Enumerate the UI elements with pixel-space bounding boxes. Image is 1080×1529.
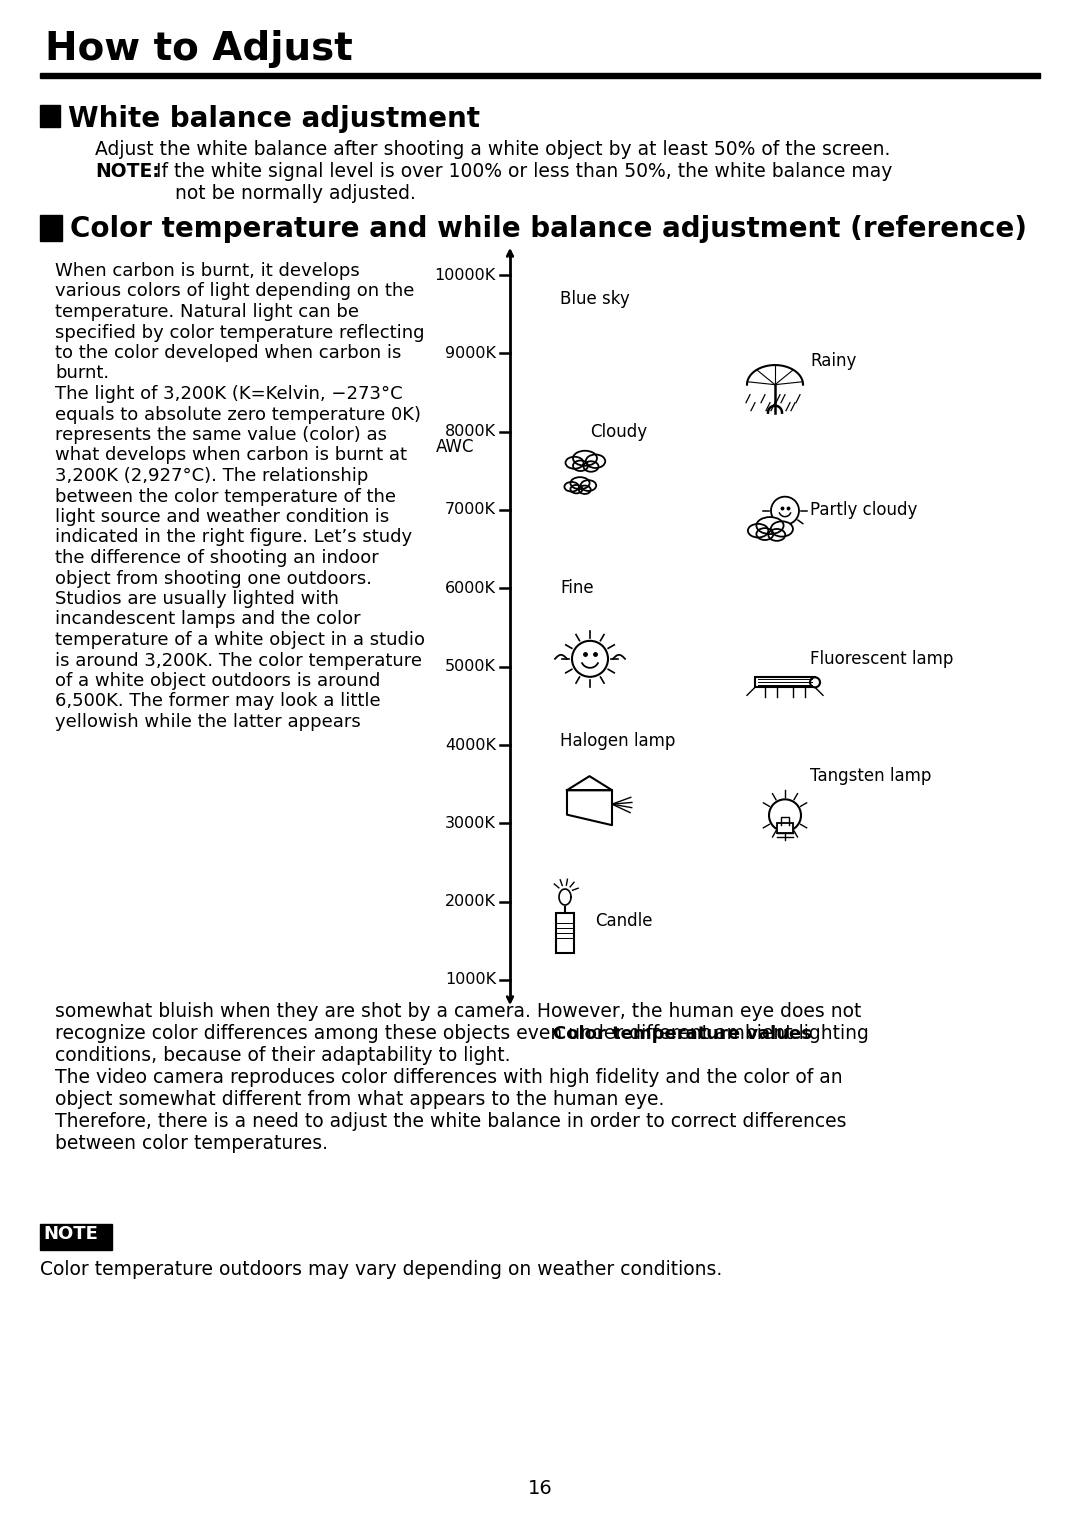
- Text: Blue sky: Blue sky: [561, 289, 630, 307]
- Text: Partly cloudy: Partly cloudy: [810, 502, 917, 518]
- Text: Fluorescent lamp: Fluorescent lamp: [810, 650, 954, 668]
- Circle shape: [572, 641, 608, 677]
- Text: is around 3,200K. The color temperature: is around 3,200K. The color temperature: [55, 651, 422, 670]
- Ellipse shape: [565, 482, 579, 491]
- Text: 8000K: 8000K: [445, 424, 496, 439]
- Text: 3,200K (2,927°C). The relationship: 3,200K (2,927°C). The relationship: [55, 466, 368, 485]
- Text: If the white signal level is over 100% or less than 50%, the white balance may: If the white signal level is over 100% o…: [150, 162, 892, 180]
- Text: yellowish while the latter appears: yellowish while the latter appears: [55, 713, 361, 731]
- Text: Color temperature outdoors may vary depending on weather conditions.: Color temperature outdoors may vary depe…: [40, 1260, 723, 1278]
- Ellipse shape: [771, 521, 793, 537]
- Bar: [777, 823, 793, 833]
- Text: not be normally adjusted.: not be normally adjusted.: [175, 183, 416, 203]
- Text: Tangsten lamp: Tangsten lamp: [810, 768, 931, 786]
- Ellipse shape: [570, 485, 582, 494]
- Text: 16: 16: [528, 1480, 552, 1498]
- Text: what develops when carbon is burnt at: what develops when carbon is burnt at: [55, 446, 407, 465]
- Ellipse shape: [573, 460, 588, 471]
- Polygon shape: [567, 790, 612, 826]
- Text: light source and weather condition is: light source and weather condition is: [55, 508, 389, 526]
- Text: Cloudy: Cloudy: [590, 422, 647, 440]
- Text: Candle: Candle: [595, 913, 652, 930]
- Text: specified by color temperature reflecting: specified by color temperature reflectin…: [55, 324, 424, 341]
- Ellipse shape: [768, 529, 785, 541]
- Circle shape: [771, 497, 799, 524]
- Text: Color temperature values: Color temperature values: [553, 1024, 812, 1043]
- Text: represents the same value (color) as: represents the same value (color) as: [55, 427, 387, 443]
- Bar: [755, 677, 815, 688]
- Text: conditions, because of their adaptability to light.: conditions, because of their adaptabilit…: [55, 1046, 511, 1066]
- Text: 10000K: 10000K: [435, 268, 496, 283]
- Ellipse shape: [581, 480, 596, 491]
- Bar: [556, 913, 573, 953]
- Text: recognize color differences among these objects even under different ambient lig: recognize color differences among these …: [55, 1024, 869, 1043]
- Bar: [40, 1225, 112, 1251]
- Text: 5000K: 5000K: [445, 659, 496, 674]
- Text: somewhat bluish when they are shot by a camera. However, the human eye does not: somewhat bluish when they are shot by a …: [55, 1001, 862, 1021]
- Ellipse shape: [583, 462, 598, 472]
- Ellipse shape: [570, 477, 590, 489]
- Ellipse shape: [579, 486, 591, 494]
- Ellipse shape: [566, 457, 583, 469]
- Text: various colors of light depending on the: various colors of light depending on the: [55, 283, 415, 301]
- Text: White balance adjustment: White balance adjustment: [68, 106, 480, 133]
- Text: Rainy: Rainy: [810, 352, 856, 370]
- Bar: [40, 216, 62, 242]
- Polygon shape: [559, 888, 571, 905]
- Text: Adjust the white balance after shooting a white object by at least 50% of the sc: Adjust the white balance after shooting …: [95, 141, 890, 159]
- Text: 1000K: 1000K: [445, 972, 496, 988]
- Text: the difference of shooting an indoor: the difference of shooting an indoor: [55, 549, 379, 567]
- Text: incandescent lamps and the color: incandescent lamps and the color: [55, 610, 361, 628]
- Text: object somewhat different from what appears to the human eye.: object somewhat different from what appe…: [55, 1090, 664, 1109]
- Text: temperature of a white object in a studio: temperature of a white object in a studi…: [55, 631, 426, 648]
- Text: 2000K: 2000K: [445, 894, 496, 910]
- Text: 9000K: 9000K: [445, 346, 496, 361]
- Text: AWC: AWC: [435, 439, 474, 456]
- Text: indicated in the right figure. Let’s study: indicated in the right figure. Let’s stu…: [55, 529, 413, 546]
- Text: Fine: Fine: [561, 579, 594, 598]
- Text: NOTE:: NOTE:: [95, 162, 160, 180]
- Text: Studios are usually lighted with: Studios are usually lighted with: [55, 590, 339, 609]
- Text: burnt.: burnt.: [55, 364, 109, 382]
- Circle shape: [769, 800, 801, 832]
- Text: between color temperatures.: between color temperatures.: [55, 1135, 328, 1153]
- Text: to the color developed when carbon is: to the color developed when carbon is: [55, 344, 402, 362]
- Text: 7000K: 7000K: [445, 503, 496, 517]
- Text: 3000K: 3000K: [445, 816, 496, 830]
- Polygon shape: [567, 777, 612, 790]
- Text: NOTE: NOTE: [43, 1225, 98, 1243]
- Text: Therefore, there is a need to adjust the white balance in order to correct diffe: Therefore, there is a need to adjust the…: [55, 1112, 847, 1131]
- Text: of a white object outdoors is around: of a white object outdoors is around: [55, 673, 380, 690]
- Bar: [40, 106, 60, 127]
- Ellipse shape: [756, 517, 784, 534]
- Text: How to Adjust: How to Adjust: [45, 31, 353, 67]
- Ellipse shape: [747, 524, 768, 538]
- Polygon shape: [747, 365, 804, 385]
- Text: 6,500K. The former may look a little: 6,500K. The former may look a little: [55, 693, 380, 711]
- Ellipse shape: [585, 454, 605, 468]
- Text: The light of 3,200K (K=Kelvin, −273°C: The light of 3,200K (K=Kelvin, −273°C: [55, 385, 403, 404]
- Text: equals to absolute zero temperature 0K): equals to absolute zero temperature 0K): [55, 405, 421, 424]
- Text: 4000K: 4000K: [445, 737, 496, 752]
- Text: The video camera reproduces color differences with high fidelity and the color o: The video camera reproduces color differ…: [55, 1067, 842, 1087]
- Text: temperature. Natural light can be: temperature. Natural light can be: [55, 303, 359, 321]
- Text: Halogen lamp: Halogen lamp: [561, 732, 675, 751]
- Text: object from shooting one outdoors.: object from shooting one outdoors.: [55, 569, 372, 587]
- Ellipse shape: [573, 451, 597, 466]
- Ellipse shape: [756, 528, 773, 540]
- Circle shape: [810, 677, 820, 688]
- Text: Color temperature and while balance adjustment (reference): Color temperature and while balance adju…: [70, 216, 1027, 243]
- Text: 6000K: 6000K: [445, 581, 496, 596]
- Text: When carbon is burnt, it develops: When carbon is burnt, it develops: [55, 261, 360, 280]
- Bar: [40, 73, 1040, 78]
- Text: between the color temperature of the: between the color temperature of the: [55, 488, 396, 506]
